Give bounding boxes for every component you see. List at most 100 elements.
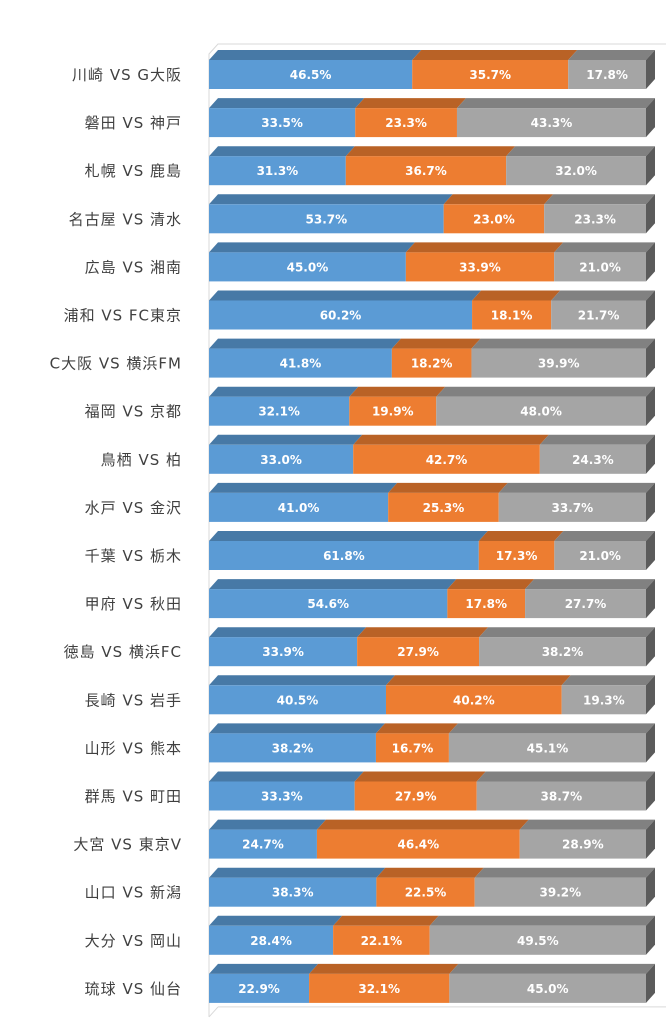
bar-segment-3	[436, 396, 646, 426]
category-label: 札幌 VS 鹿島	[85, 162, 182, 180]
data-label: 61.8%	[323, 549, 365, 563]
bar-segment-1	[209, 252, 406, 282]
bar-segment-1	[209, 781, 355, 811]
bar-segment-top	[443, 194, 554, 205]
bar-end-side	[646, 194, 655, 234]
bar-end-side	[646, 242, 655, 282]
data-label: 17.3%	[496, 549, 538, 563]
bar-segment-3	[474, 877, 646, 907]
category-label: 琉球 VS 仙台	[85, 980, 182, 998]
bar-segment-3	[519, 829, 646, 859]
bar-segment-1	[209, 300, 473, 330]
bar-segment-top	[209, 819, 326, 830]
bar-row: 41.8% 18.2% 39.9%	[209, 338, 655, 378]
bar-segment-3	[471, 348, 646, 378]
bar-row: 61.8% 17.3% 21.0%	[209, 531, 655, 570]
bar-segment-top	[209, 338, 401, 349]
data-label: 33.9%	[262, 645, 304, 659]
bar-segment-top	[476, 771, 655, 782]
bar-segment-2	[316, 829, 520, 859]
data-label: 45.1%	[527, 741, 569, 755]
bar-row: 33.5% 23.3% 43.3%	[209, 98, 655, 138]
bar-segment-3	[506, 156, 646, 186]
bar-segment-top	[375, 723, 458, 734]
bar-segment-top	[519, 819, 655, 830]
bar-segment-top	[209, 386, 359, 397]
bar-end-side	[646, 723, 655, 763]
bar-segment-3	[554, 252, 646, 282]
bar-segment-2	[388, 492, 499, 522]
bar-segment-top	[209, 50, 422, 60]
bar-segment-3	[456, 108, 646, 138]
bar-end-side	[646, 290, 655, 330]
bar-segment-top	[209, 482, 398, 493]
data-label: 48.0%	[520, 405, 562, 419]
bar-segment-top	[447, 579, 535, 590]
bar-segment-1	[209, 829, 317, 859]
bar-segment-top	[436, 386, 655, 397]
data-label: 28.4%	[250, 934, 292, 948]
bar-segment-top	[209, 146, 355, 157]
data-label: 45.0%	[287, 260, 329, 274]
data-label: 27.7%	[565, 597, 607, 611]
data-label: 40.2%	[453, 693, 495, 707]
plot-floor-edge	[208, 1006, 219, 1018]
bar-segment-2	[355, 108, 457, 138]
bar-segment-top	[209, 290, 482, 301]
bar-row: 33.0% 42.7% 24.3%	[209, 434, 655, 474]
data-label: 33.7%	[552, 501, 594, 515]
data-label: 38.2%	[542, 645, 584, 659]
data-label: 38.2%	[272, 741, 314, 755]
category-label: 群馬 VS 町田	[85, 788, 182, 806]
data-label: 41.8%	[280, 357, 322, 371]
category-label: 名古屋 VS 清水	[69, 210, 182, 228]
bar-segment-1	[209, 396, 350, 426]
bar-end-side	[646, 915, 655, 955]
category-label: 長崎 VS 岩手	[85, 691, 182, 709]
bar-segment-top	[209, 723, 385, 734]
bar-row: 40.5% 40.2% 19.3%	[209, 675, 655, 715]
bar-segment-top	[506, 146, 655, 157]
data-label: 22.1%	[361, 934, 403, 948]
data-label: 60.2%	[320, 309, 362, 323]
bar-segment-top	[554, 242, 655, 253]
category-label: 大分 VS 岡山	[85, 932, 182, 950]
category-label: 千葉 VS 栃木	[85, 547, 182, 565]
bar-segment-1	[209, 973, 310, 1003]
data-label: 21.7%	[578, 309, 620, 323]
data-label: 19.9%	[372, 405, 414, 419]
bar-segment-top	[376, 867, 484, 878]
bar-segment-top	[429, 915, 655, 926]
bar-end-side	[646, 771, 655, 811]
plot-wall-outline	[208, 43, 666, 1017]
bar-segment-3	[498, 492, 646, 522]
bar-segment-1	[209, 685, 386, 715]
bar-row: 46.5% 35.7% 17.8%	[209, 50, 655, 89]
bar-row: 32.1% 19.9% 48.0%	[209, 386, 655, 426]
category-label: C大阪 VS 横浜FM	[50, 355, 182, 373]
data-label: 19.3%	[583, 693, 625, 707]
bar-segment-top	[209, 194, 453, 205]
data-label: 22.9%	[238, 982, 280, 996]
category-label: 甲府 VS 秋田	[85, 595, 182, 613]
category-label: 山形 VS 熊本	[85, 739, 182, 757]
bar-row: 53.7% 23.0% 23.3%	[209, 194, 655, 234]
bar-end-side	[646, 482, 655, 522]
bar-segment-top	[479, 627, 655, 638]
bar-row: 28.4% 22.1% 49.5%	[209, 915, 655, 955]
data-label: 36.7%	[405, 164, 447, 178]
bar-segment-top	[544, 194, 655, 205]
data-label: 25.3%	[423, 501, 465, 515]
bar-segment-1	[209, 348, 392, 378]
bar-segment-top	[539, 434, 655, 445]
data-label: 32.1%	[358, 982, 400, 996]
bar-segment-top	[385, 675, 571, 686]
category-label: 福岡 VS 京都	[85, 403, 182, 421]
category-label: 徳島 VS 横浜FC	[64, 643, 182, 661]
category-label: 川崎 VS G大阪	[72, 66, 182, 84]
bar-segment-top	[449, 963, 655, 974]
bar-segment-top	[554, 531, 655, 541]
bar-row: 38.2% 16.7% 45.1%	[209, 723, 655, 763]
data-label: 31.3%	[257, 164, 299, 178]
